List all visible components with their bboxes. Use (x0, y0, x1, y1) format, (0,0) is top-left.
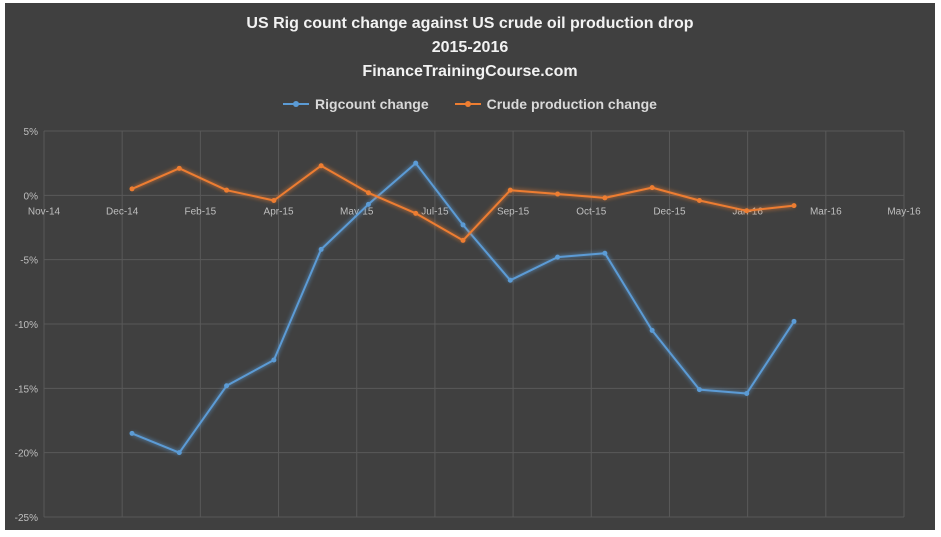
data-point-crude (791, 203, 797, 209)
y-tick-label: 0% (24, 191, 39, 202)
chart-title-line-1: US Rig count change against US crude oil… (246, 15, 694, 32)
data-point-rigcount (744, 390, 750, 396)
legend: Rigcount change Crude production change (5, 96, 935, 112)
data-point-rigcount (129, 430, 135, 436)
data-point-rigcount (602, 250, 608, 256)
data-point-crude (224, 187, 230, 193)
data-point-crude (176, 165, 182, 171)
x-tick-label: Dec-15 (653, 206, 686, 217)
x-tick-label: Dec-14 (106, 206, 139, 217)
data-point-rigcount (507, 277, 513, 283)
data-point-crude (649, 185, 655, 191)
x-tick-label: Mar-16 (810, 206, 842, 217)
chart-title-line-2: 2015-2016 (431, 39, 509, 56)
y-tick-label: -15% (15, 384, 38, 395)
y-tick-label: -10% (15, 320, 38, 331)
x-tick-label: Sep-15 (497, 206, 530, 217)
x-tick-label: May-15 (340, 206, 374, 217)
x-tick-label: Feb-15 (185, 206, 217, 217)
data-point-rigcount (413, 160, 419, 166)
legend-swatch-crude (454, 98, 481, 110)
series-line-crude (131, 164, 795, 242)
chart-title-line-3: FinanceTrainingCourse.com (362, 63, 578, 80)
legend-item-crude: Crude production change (454, 96, 657, 112)
data-point-rigcount (176, 450, 182, 456)
data-point-rigcount (649, 327, 655, 333)
legend-label-rigcount: Rigcount change (315, 96, 429, 112)
data-point-crude (318, 163, 324, 169)
x-tick-label: Nov-14 (28, 206, 61, 217)
data-point-rigcount (365, 201, 371, 207)
legend-label-crude: Crude production change (486, 96, 657, 112)
x-tick-label: Apr-15 (264, 206, 294, 217)
y-tick-label: -25% (15, 513, 38, 524)
data-point-crude (696, 197, 702, 203)
data-point-rigcount (555, 254, 561, 260)
chart-area: US Rig count change against US crude oil… (5, 3, 935, 530)
data-point-crude (365, 190, 371, 196)
data-point-crude (507, 187, 513, 193)
legend-swatch-rigcount (283, 98, 310, 110)
x-tick-label: Oct-15 (576, 206, 606, 217)
data-point-rigcount (224, 383, 230, 389)
y-tick-label: -5% (20, 256, 38, 267)
data-point-rigcount (696, 387, 702, 393)
series-line-rigcount (131, 162, 795, 454)
x-tick-label: Jul-15 (421, 206, 449, 217)
y-tick-label: -20% (15, 449, 38, 460)
data-point-crude (413, 210, 419, 216)
legend-item-rigcount: Rigcount change (283, 96, 429, 112)
data-point-crude (460, 237, 466, 243)
data-point-crude (602, 195, 608, 201)
data-point-rigcount (271, 357, 277, 363)
x-tick-label: May-16 (887, 206, 921, 217)
plot-svg: 5% 0% -5% -10% -15% -20% -25% Nov-14 Dec-14 Feb-1… (15, 127, 921, 524)
y-tick-label: 5% (24, 127, 39, 138)
data-point-rigcount (791, 318, 797, 324)
data-point-crude (271, 197, 277, 203)
data-point-crude (129, 186, 135, 192)
data-point-crude (555, 191, 561, 197)
data-point-rigcount (318, 246, 324, 252)
data-point-crude (744, 208, 750, 214)
data-point-rigcount (460, 222, 466, 228)
